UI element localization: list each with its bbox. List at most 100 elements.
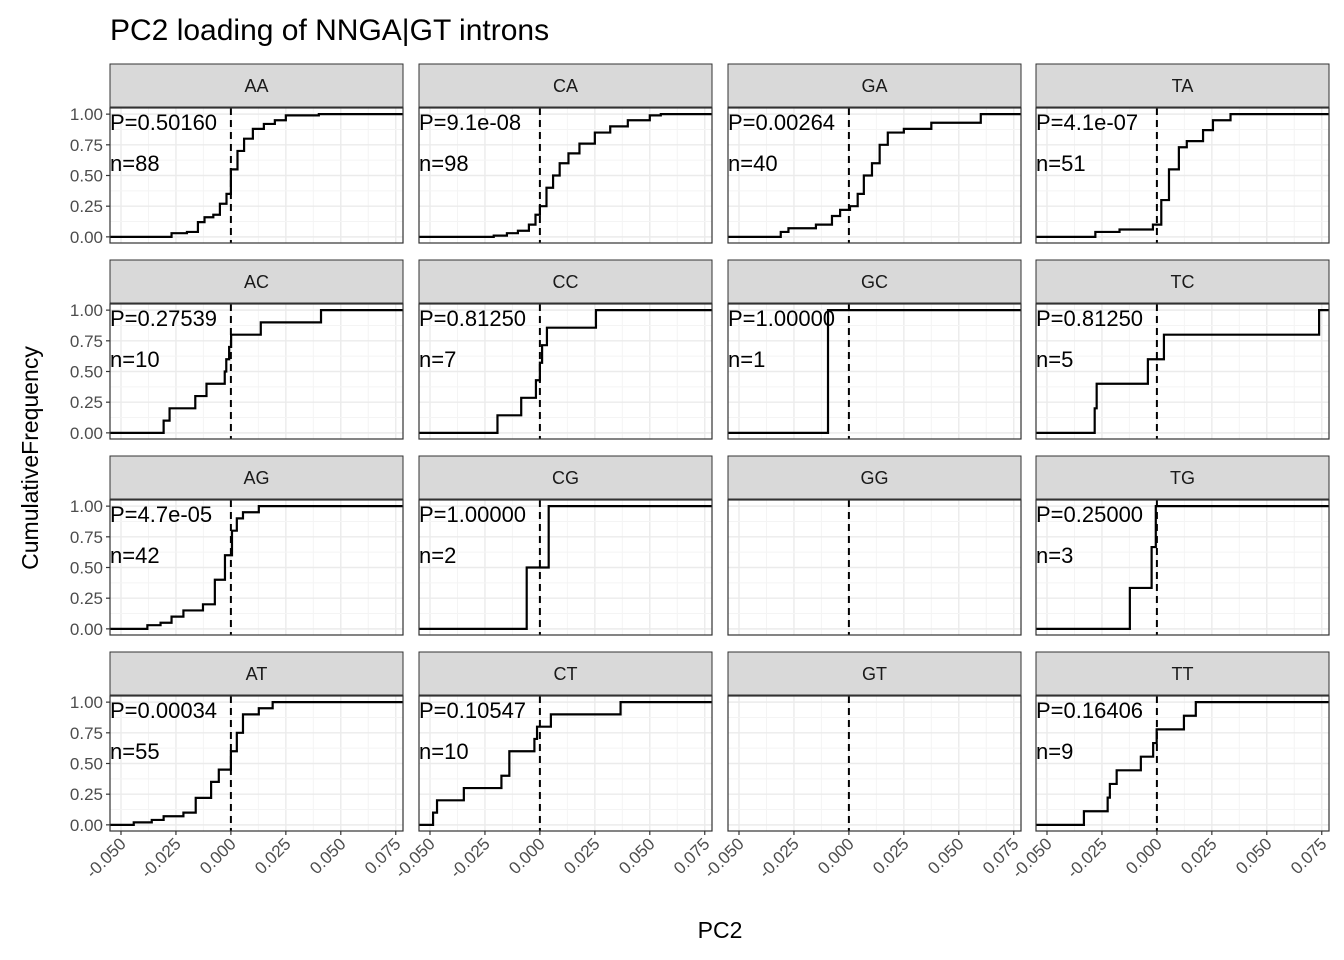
facet-panel-cg: CG P=1.00000 n=2: [418, 455, 733, 636]
y-tick-label: 1.00: [70, 105, 103, 124]
strip-label: GC: [861, 272, 888, 292]
panel-border: [727, 499, 1022, 636]
x-tick-label: -0.025: [446, 834, 494, 882]
p-value-label: P=1.00000: [728, 306, 835, 331]
strip-label: CG: [552, 468, 579, 488]
y-tick-label: 0.75: [70, 724, 103, 743]
x-tick-label: -0.025: [755, 834, 803, 882]
ecdf-step-line: [419, 309, 712, 434]
panel-border: [418, 499, 713, 636]
p-value-label: P=0.27539: [110, 306, 217, 331]
n-count-label: n=40: [728, 151, 778, 176]
y-tick-label: 0.00: [70, 620, 103, 639]
x-tick-label: -0.050: [700, 834, 748, 882]
n-count-label: n=2: [419, 543, 456, 568]
x-axis-title: PC2: [698, 917, 743, 943]
strip-background: [727, 259, 1022, 304]
x-tick-label: 0.050: [306, 834, 350, 878]
x-tick-label: -0.050: [391, 834, 439, 882]
strip-label: TT: [1172, 664, 1194, 684]
facet-panel-ta: TA P=4.1e-07 n=51: [1035, 63, 1330, 244]
strip-background: [418, 651, 713, 696]
strip-label: GA: [861, 76, 887, 96]
chart-title: PC2 loading of NNGA|GT introns: [110, 14, 549, 47]
strip-label: CA: [553, 76, 578, 96]
y-tick-label: 0.00: [70, 228, 103, 247]
p-value-label: P=0.10547: [419, 698, 526, 723]
ecdf-step-line: [419, 505, 712, 630]
facet-panel-aa: AA P=0.50160 n=88 0.00 0.25 0.50 0.75 1.00: [70, 63, 424, 247]
strip-label: CT: [554, 664, 578, 684]
p-value-label: P=4.7e-05: [110, 502, 212, 527]
strip-background: [1035, 63, 1330, 108]
x-tick-label: 0.000: [1122, 834, 1166, 878]
strip-label: TA: [1172, 76, 1194, 96]
p-value-label: P=0.25000: [1036, 502, 1143, 527]
strip-label: AT: [246, 664, 268, 684]
n-count-label: n=9: [1036, 739, 1073, 764]
facet-panel-at: AT P=0.00034 n=55 0.00 0.25 0.50 0.75 1.00 -0.05…: [70, 651, 424, 882]
x-tick-label: 0.050: [1232, 834, 1276, 878]
y-tick-label: 1.00: [70, 497, 103, 516]
strip-background: [109, 651, 404, 696]
x-tick-label: 0.050: [924, 834, 968, 878]
ecdf-step-line: [728, 309, 1021, 434]
x-tick-label: -0.025: [1063, 834, 1111, 882]
n-count-label: n=10: [110, 347, 160, 372]
strip-background: [727, 651, 1022, 696]
panel-border: [727, 107, 1022, 244]
y-axis-title: CumulativeFrequency: [17, 346, 43, 570]
n-count-label: n=1: [728, 347, 765, 372]
x-tick-label: 0.025: [869, 834, 913, 878]
strip-background: [109, 259, 404, 304]
p-value-label: P=1.00000: [419, 502, 526, 527]
p-value-label: P=4.1e-07: [1036, 110, 1138, 135]
n-count-label: n=88: [110, 151, 160, 176]
n-count-label: n=3: [1036, 543, 1073, 568]
strip-background: [109, 455, 404, 500]
facet-panel-gt: GT-0.050 -0.025 0.000 0.025 0.050 0.075: [700, 651, 1042, 882]
facet-panel-tg: TG P=0.25000 n=3: [1035, 455, 1330, 636]
y-tick-label: 1.00: [70, 693, 103, 712]
panel-border: [1035, 499, 1330, 636]
y-tick-label: 0.25: [70, 197, 103, 216]
panel-border: [418, 303, 713, 440]
strip-background: [1035, 455, 1330, 500]
y-tick-label: 0.25: [70, 393, 103, 412]
y-tick-label: 0.50: [70, 167, 103, 186]
ecdf-step-line: [1036, 701, 1329, 826]
y-tick-label: 0.75: [70, 528, 103, 547]
p-value-label: P=0.00034: [110, 698, 217, 723]
x-tick-label: 0.075: [1287, 834, 1331, 878]
y-tick-label: 0.50: [70, 559, 103, 578]
ecdf-step-line: [1036, 505, 1329, 630]
x-tick-label: 0.000: [505, 834, 549, 878]
strip-label: AA: [244, 76, 268, 96]
y-tick-label: 0.00: [70, 424, 103, 443]
facet-panel-ct: CT P=0.10547 n=10 -0.050 -0.025 0.000 0.025 0.0…: [391, 651, 733, 882]
panel-border: [727, 695, 1022, 832]
panel-border: [1035, 695, 1330, 832]
ecdf-step-line: [1036, 309, 1329, 434]
strip-label: GG: [860, 468, 888, 488]
ecdf-step-line: [110, 309, 403, 434]
x-tick-label: -0.050: [82, 834, 130, 882]
strip-background: [418, 259, 713, 304]
strip-label: TG: [1170, 468, 1195, 488]
x-tick-label: -0.025: [137, 834, 185, 882]
strip-label: GT: [862, 664, 887, 684]
facet-panel-cc: CC P=0.81250 n=7: [418, 259, 733, 440]
strip-background: [1035, 651, 1330, 696]
facet-panels: AA P=0.50160 n=88 0.00 0.25 0.50 0.75 1.00 CA P=9…: [70, 63, 1331, 882]
y-tick-label: 0.00: [70, 816, 103, 835]
ecdf-step-line: [419, 113, 712, 238]
p-value-label: P=0.81250: [1036, 306, 1143, 331]
facet-panel-gg: GG: [727, 455, 1042, 636]
y-tick-label: 0.25: [70, 785, 103, 804]
ecdf-step-line: [110, 113, 403, 238]
n-count-label: n=42: [110, 543, 160, 568]
ecdf-step-line: [728, 113, 1021, 238]
strip-background: [1035, 259, 1330, 304]
